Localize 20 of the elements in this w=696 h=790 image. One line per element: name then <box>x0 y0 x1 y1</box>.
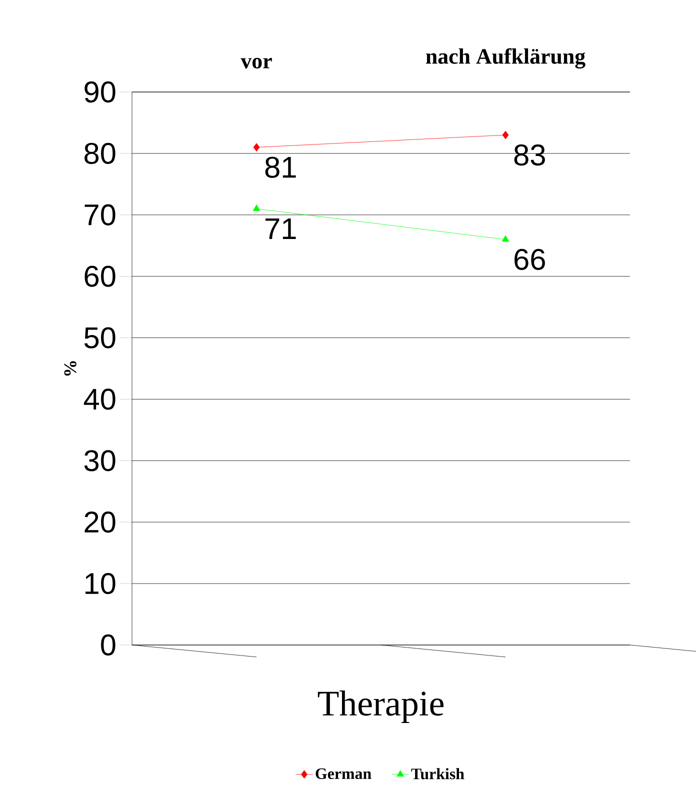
data-label: 71 <box>266 218 296 240</box>
legend-label: Turkish <box>411 768 464 780</box>
x-tick-label: vor <box>240 58 272 68</box>
y-tick-label: 50 <box>84 327 116 348</box>
y-tick-label: 40 <box>84 388 116 410</box>
x-axis-title: Therapie <box>318 690 444 724</box>
y-tick-label: 0 <box>101 634 116 656</box>
y-tick-label: 60 <box>84 266 116 287</box>
y-tick-label: 90 <box>84 81 116 103</box>
y-tick-label: 10 <box>86 572 116 594</box>
legend-label: German <box>316 768 372 780</box>
y-tick-label: 70 <box>84 204 116 226</box>
y-tick-label: 80 <box>84 142 116 164</box>
y-tick-label: 30 <box>84 450 116 472</box>
y-tick-label: 20 <box>84 512 116 533</box>
y-axis-title: % <box>64 361 76 376</box>
data-label: 83 <box>514 144 545 166</box>
data-label: 81 <box>265 156 296 178</box>
data-label: 66 <box>514 248 545 270</box>
x-tick-label: nach Aufklärung <box>426 48 586 68</box>
